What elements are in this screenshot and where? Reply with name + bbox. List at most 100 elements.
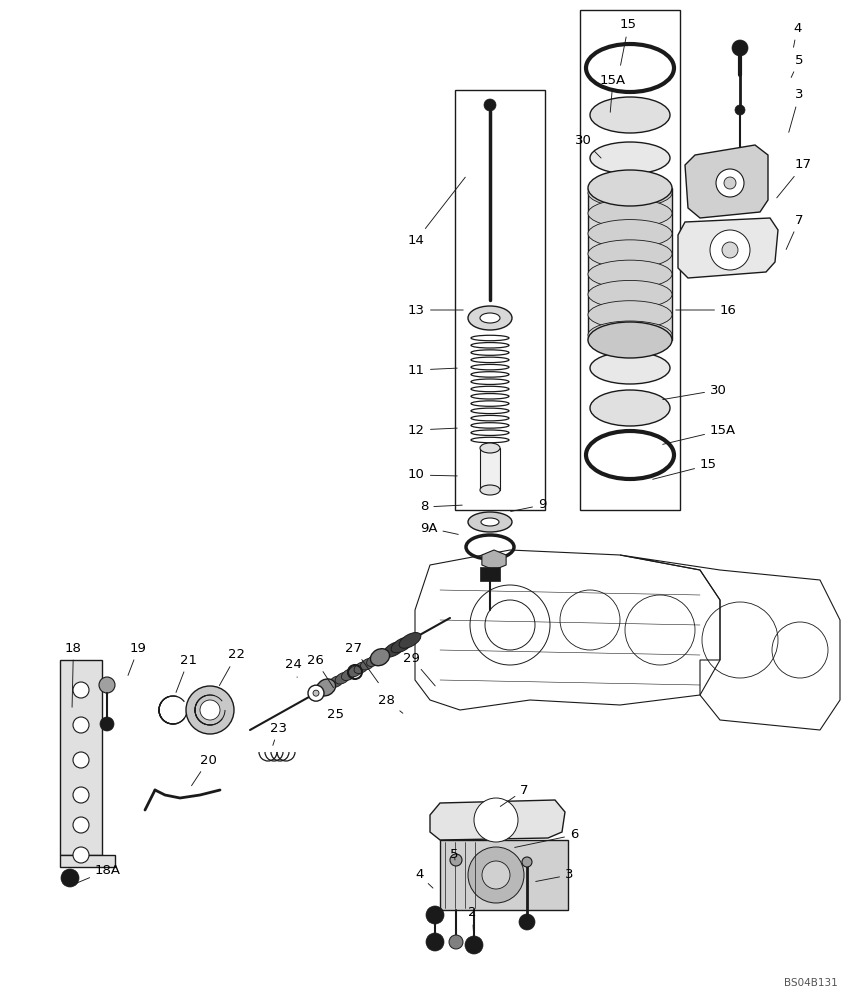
Circle shape <box>73 682 89 698</box>
Bar <box>480 448 500 490</box>
Circle shape <box>73 817 89 833</box>
Bar <box>60 660 102 855</box>
Text: 17: 17 <box>776 158 812 198</box>
Ellipse shape <box>480 485 500 495</box>
Circle shape <box>710 230 750 270</box>
Text: 11: 11 <box>408 363 457 376</box>
Circle shape <box>61 869 79 887</box>
Text: 7: 7 <box>786 214 803 249</box>
Text: 4: 4 <box>793 21 801 47</box>
Ellipse shape <box>366 655 381 666</box>
Text: 9: 9 <box>511 498 546 512</box>
Circle shape <box>73 752 89 768</box>
Polygon shape <box>678 218 778 278</box>
Bar <box>580 10 680 510</box>
Ellipse shape <box>348 665 363 677</box>
Circle shape <box>449 935 463 949</box>
Circle shape <box>724 177 736 189</box>
Circle shape <box>450 854 462 866</box>
Bar <box>440 840 568 910</box>
Ellipse shape <box>590 97 670 133</box>
Ellipse shape <box>588 170 672 206</box>
Ellipse shape <box>316 679 336 696</box>
Text: 7: 7 <box>500 784 528 806</box>
Circle shape <box>519 914 535 930</box>
Ellipse shape <box>588 179 672 207</box>
Text: 6: 6 <box>515 828 578 847</box>
Text: 29: 29 <box>403 652 436 686</box>
Ellipse shape <box>588 322 672 358</box>
Text: 22: 22 <box>219 648 245 686</box>
Ellipse shape <box>399 633 421 648</box>
Text: 4: 4 <box>415 868 433 888</box>
Ellipse shape <box>588 220 672 248</box>
Text: 8: 8 <box>420 500 463 514</box>
Text: 26: 26 <box>307 654 333 688</box>
Bar <box>455 90 545 510</box>
Text: 12: 12 <box>408 424 457 436</box>
Ellipse shape <box>480 313 500 323</box>
Circle shape <box>716 169 744 197</box>
Circle shape <box>100 717 114 731</box>
Text: 5: 5 <box>450 848 458 861</box>
Circle shape <box>735 105 745 115</box>
Ellipse shape <box>590 390 670 426</box>
Polygon shape <box>482 550 506 570</box>
Polygon shape <box>685 145 768 218</box>
Ellipse shape <box>342 669 356 680</box>
Circle shape <box>522 857 532 867</box>
Ellipse shape <box>588 199 672 227</box>
Ellipse shape <box>322 679 338 691</box>
Text: 24: 24 <box>285 658 302 677</box>
Text: 9A: 9A <box>420 522 458 534</box>
Circle shape <box>73 717 89 733</box>
Text: 16: 16 <box>676 304 737 316</box>
Text: 15: 15 <box>620 18 637 65</box>
Circle shape <box>313 690 319 696</box>
Text: 25: 25 <box>327 708 344 722</box>
Circle shape <box>732 40 748 56</box>
Circle shape <box>482 861 510 889</box>
Text: 30: 30 <box>575 133 601 158</box>
Text: 21: 21 <box>176 654 197 692</box>
Ellipse shape <box>590 352 670 384</box>
Ellipse shape <box>481 518 499 526</box>
Text: 23: 23 <box>270 722 287 745</box>
Text: 15A: 15A <box>600 74 626 112</box>
Circle shape <box>468 847 524 903</box>
Ellipse shape <box>588 280 672 308</box>
Circle shape <box>73 847 89 863</box>
Bar <box>588 188 672 340</box>
Text: 20: 20 <box>192 754 217 786</box>
Ellipse shape <box>590 142 670 174</box>
Circle shape <box>465 936 483 954</box>
Ellipse shape <box>329 676 344 688</box>
Text: 30: 30 <box>663 383 727 400</box>
Text: 10: 10 <box>408 468 457 482</box>
Ellipse shape <box>588 321 672 349</box>
Circle shape <box>426 933 444 951</box>
Circle shape <box>73 787 89 803</box>
Text: 28: 28 <box>378 694 403 713</box>
Text: 2: 2 <box>468 906 477 937</box>
Bar <box>480 567 500 581</box>
Circle shape <box>484 99 496 111</box>
Ellipse shape <box>383 641 405 657</box>
Ellipse shape <box>468 512 512 532</box>
Text: 14: 14 <box>408 177 465 246</box>
Text: 15: 15 <box>652 458 717 479</box>
Ellipse shape <box>335 672 350 684</box>
Circle shape <box>474 798 518 842</box>
Ellipse shape <box>588 240 672 268</box>
Ellipse shape <box>480 443 500 453</box>
Ellipse shape <box>371 649 390 666</box>
Text: 15A: 15A <box>663 424 736 444</box>
Text: 18: 18 <box>65 642 82 707</box>
Circle shape <box>308 685 324 701</box>
Text: 13: 13 <box>408 304 463 316</box>
Polygon shape <box>430 800 565 840</box>
Circle shape <box>99 677 115 693</box>
Text: 3: 3 <box>789 89 803 132</box>
Ellipse shape <box>200 700 220 720</box>
Ellipse shape <box>354 662 369 673</box>
